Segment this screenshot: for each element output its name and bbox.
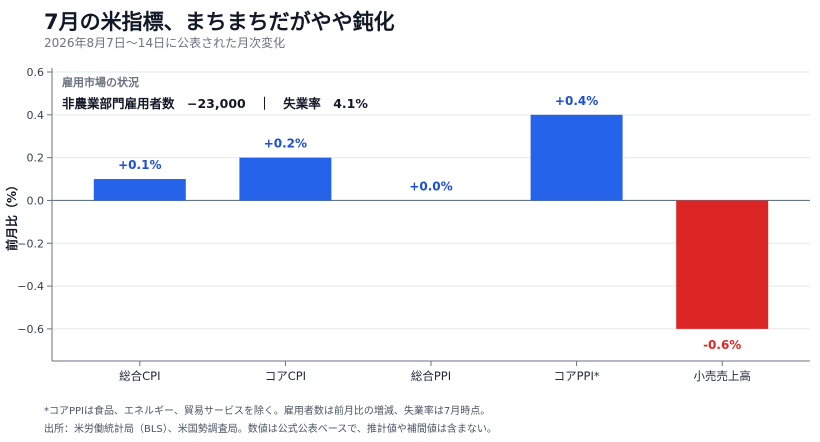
y-tick-label: 0.0 bbox=[27, 194, 45, 207]
x-tick-label: 総合PPI bbox=[411, 369, 451, 383]
data-label: -0.6% bbox=[703, 338, 741, 352]
y-tick-label: −0.4 bbox=[17, 280, 44, 293]
y-tick-label: 0.2 bbox=[27, 152, 45, 165]
bar bbox=[239, 157, 332, 201]
y-tick-label: −0.6 bbox=[17, 323, 44, 336]
axes: 0.6 0.4 0.2 0.0 −0.2 −0.4 −0.6 総合CPI コアCPI 総合PPI コ… bbox=[17, 66, 810, 383]
chart-title: 7月の米指標、まちまちだがやや鈍化 bbox=[44, 10, 395, 34]
x-tick-label: コアCPI bbox=[265, 369, 306, 383]
bar bbox=[530, 114, 623, 201]
data-label: +0.0% bbox=[409, 179, 452, 193]
bar bbox=[676, 200, 769, 329]
annotation-line: 非農業部門雇用者数 −23,000 ｜ 失業率 4.1% bbox=[62, 96, 368, 111]
bar-chart: 0.6 0.4 0.2 0.0 −0.2 −0.4 −0.6 総合CPI コアCPI 総合PPI コ… bbox=[4, 66, 810, 383]
y-tick-label: 0.4 bbox=[27, 109, 45, 122]
y-tick-label: −0.2 bbox=[17, 237, 44, 250]
data-label: +0.4% bbox=[555, 94, 598, 108]
data-labels: +0.1% +0.2% +0.0% +0.4% -0.6% bbox=[118, 94, 741, 352]
y-axis-label: 前月比（%） bbox=[4, 179, 19, 251]
annotation-heading: 雇用市場の状況 bbox=[62, 75, 139, 89]
footnote-source: 出所：米労働統計局（BLS）、米国勢調査局。数値は公式公表ベースで、推計値や補間… bbox=[44, 424, 497, 435]
x-tick-label: 小売売上高 bbox=[693, 369, 751, 383]
bars bbox=[93, 114, 769, 329]
footnote-note: *コアPPIは食品、エネルギー、貿易サービスを除く。雇用者数は前月比の増減、失業… bbox=[44, 406, 491, 417]
x-tick-label: コアPPI* bbox=[554, 369, 600, 383]
chart-subtitle: 2026年8月7日〜14日に公表された月次変化 bbox=[44, 36, 286, 50]
y-tick-label: 0.6 bbox=[27, 66, 45, 79]
x-tick-label: 総合CPI bbox=[119, 369, 160, 383]
data-label: +0.1% bbox=[118, 158, 161, 172]
bar bbox=[93, 179, 186, 201]
data-label: +0.2% bbox=[264, 137, 307, 151]
